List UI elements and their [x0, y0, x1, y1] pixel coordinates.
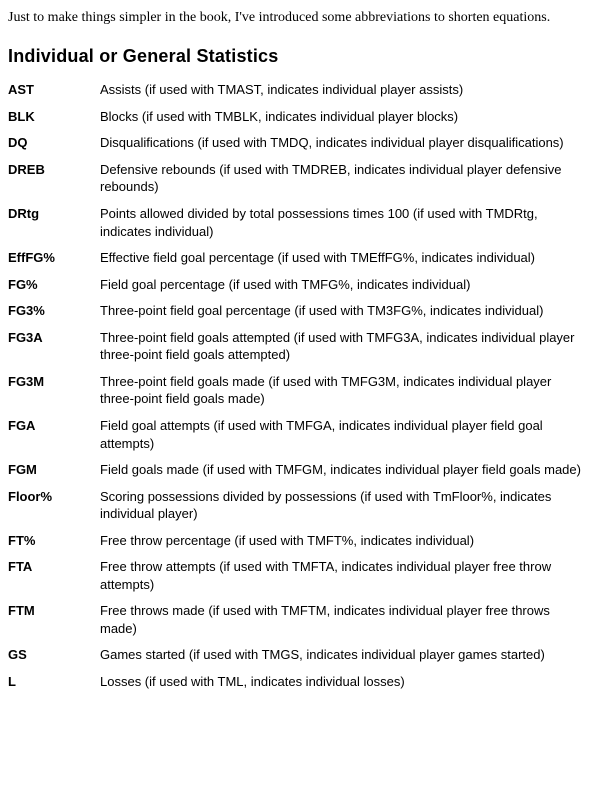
definition-text: Three-point field goal percentage (if us…	[100, 302, 588, 320]
definition-text: Three-point field goals attempted (if us…	[100, 329, 588, 364]
definition-row: FTMFree throws made (if used with TMFTM,…	[8, 602, 588, 637]
term-label: BLK	[8, 108, 100, 126]
definition-row: FGAField goal attempts (if used with TMF…	[8, 417, 588, 452]
definition-row: FG3AThree-point field goals attempted (i…	[8, 329, 588, 364]
definition-text: Assists (if used with TMAST, indicates i…	[100, 81, 588, 99]
definition-text: Free throw percentage (if used with TMFT…	[100, 532, 588, 550]
definition-row: EffFG%Effective field goal percentage (i…	[8, 249, 588, 267]
definition-row: DREBDefensive rebounds (if used with TMD…	[8, 161, 588, 196]
definition-row: FT%Free throw percentage (if used with T…	[8, 532, 588, 550]
term-label: AST	[8, 81, 100, 99]
term-label: GS	[8, 646, 100, 664]
definition-list: ASTAssists (if used with TMAST, indicate…	[8, 81, 588, 690]
term-label: FGM	[8, 461, 100, 479]
definition-row: FTAFree throw attempts (if used with TMF…	[8, 558, 588, 593]
term-label: DREB	[8, 161, 100, 179]
definition-row: BLKBlocks (if used with TMBLK, indicates…	[8, 108, 588, 126]
definition-row: ASTAssists (if used with TMAST, indicate…	[8, 81, 588, 99]
definition-row: GSGames started (if used with TMGS, indi…	[8, 646, 588, 664]
definition-row: Floor%Scoring possessions divided by pos…	[8, 488, 588, 523]
definition-text: Field goal attempts (if used with TMFGA,…	[100, 417, 588, 452]
term-label: DRtg	[8, 205, 100, 223]
term-label: FGA	[8, 417, 100, 435]
definition-text: Disqualifications (if used with TMDQ, in…	[100, 134, 588, 152]
definition-text: Blocks (if used with TMBLK, indicates in…	[100, 108, 588, 126]
term-label: FG3A	[8, 329, 100, 347]
definition-row: LLosses (if used with TML, indicates ind…	[8, 673, 588, 691]
definition-row: DQDisqualifications (if used with TMDQ, …	[8, 134, 588, 152]
term-label: EffFG%	[8, 249, 100, 267]
term-label: FTA	[8, 558, 100, 576]
definition-text: Defensive rebounds (if used with TMDREB,…	[100, 161, 588, 196]
definition-row: FG3MThree-point field goals made (if use…	[8, 373, 588, 408]
definition-row: FG3%Three-point field goal percentage (i…	[8, 302, 588, 320]
definition-row: FGMField goals made (if used with TMFGM,…	[8, 461, 588, 479]
definition-text: Free throws made (if used with TMFTM, in…	[100, 602, 588, 637]
term-label: FG3M	[8, 373, 100, 391]
definition-text: Free throw attempts (if used with TMFTA,…	[100, 558, 588, 593]
definition-row: FG%Field goal percentage (if used with T…	[8, 276, 588, 294]
term-label: Floor%	[8, 488, 100, 506]
definition-text: Scoring possessions divided by possessio…	[100, 488, 588, 523]
definition-text: Field goals made (if used with TMFGM, in…	[100, 461, 588, 479]
term-label: L	[8, 673, 100, 691]
definition-text: Effective field goal percentage (if used…	[100, 249, 588, 267]
section-heading: Individual or General Statistics	[8, 46, 588, 67]
term-label: FTM	[8, 602, 100, 620]
definition-text: Points allowed divided by total possessi…	[100, 205, 588, 240]
term-label: FT%	[8, 532, 100, 550]
definition-text: Games started (if used with TMGS, indica…	[100, 646, 588, 664]
term-label: FG3%	[8, 302, 100, 320]
definition-text: Losses (if used with TML, indicates indi…	[100, 673, 588, 691]
term-label: DQ	[8, 134, 100, 152]
term-label: FG%	[8, 276, 100, 294]
definition-text: Three-point field goals made (if used wi…	[100, 373, 588, 408]
definition-row: DRtgPoints allowed divided by total poss…	[8, 205, 588, 240]
intro-paragraph: Just to make things simpler in the book,…	[8, 8, 588, 28]
definition-text: Field goal percentage (if used with TMFG…	[100, 276, 588, 294]
